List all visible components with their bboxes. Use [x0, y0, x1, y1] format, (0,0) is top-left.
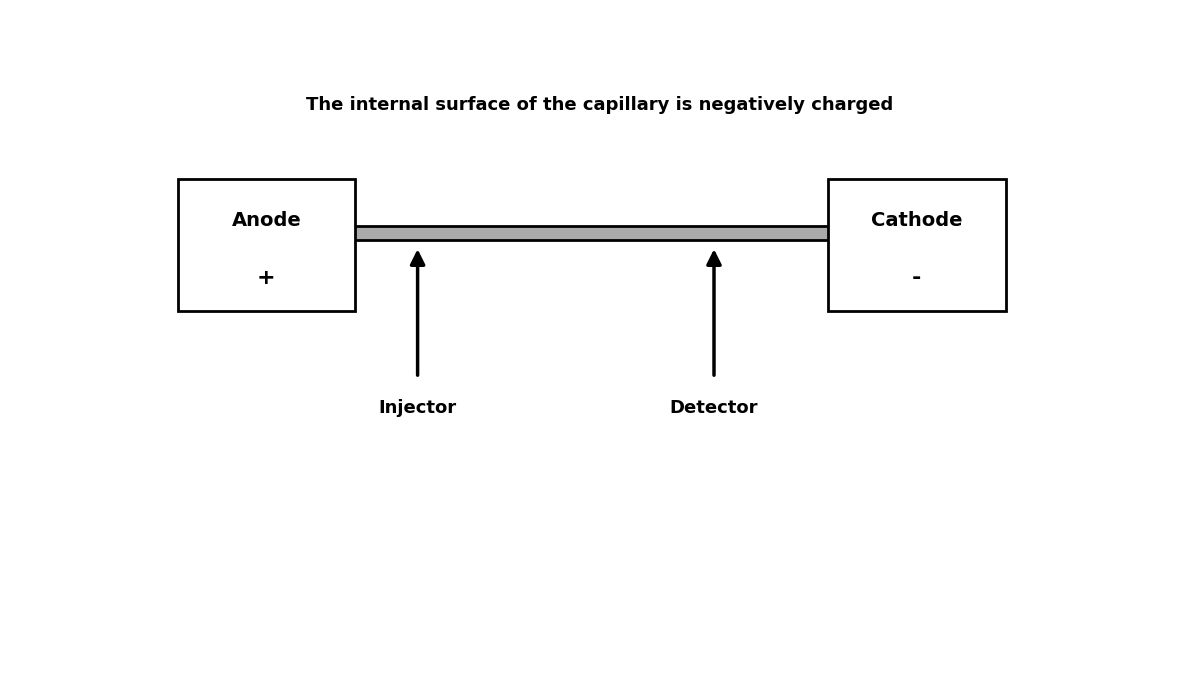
Bar: [355, 226, 828, 240]
Text: Injector: Injector: [378, 400, 457, 417]
Text: Cathode: Cathode: [871, 211, 962, 230]
Bar: [178, 179, 355, 310]
Text: +: +: [257, 267, 276, 288]
Text: -: -: [912, 267, 922, 288]
Bar: [828, 179, 1006, 310]
Text: Anode: Anode: [232, 211, 301, 230]
Text: Detector: Detector: [670, 400, 758, 417]
Text: The internal surface of the capillary is negatively charged: The internal surface of the capillary is…: [306, 96, 894, 113]
